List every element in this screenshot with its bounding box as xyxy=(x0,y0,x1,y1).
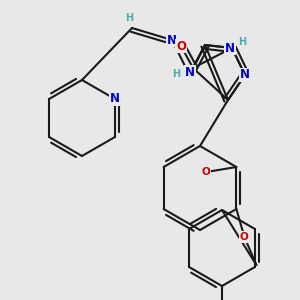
Text: H: H xyxy=(238,37,246,47)
Text: N: N xyxy=(167,34,177,46)
Text: N: N xyxy=(240,68,250,82)
Text: N: N xyxy=(225,41,235,55)
Text: O: O xyxy=(202,167,211,177)
Text: H: H xyxy=(172,69,180,79)
Text: N: N xyxy=(185,65,195,79)
Text: H: H xyxy=(125,13,133,23)
Text: O: O xyxy=(240,232,249,242)
Text: N: N xyxy=(110,92,120,106)
Text: O: O xyxy=(176,40,186,52)
